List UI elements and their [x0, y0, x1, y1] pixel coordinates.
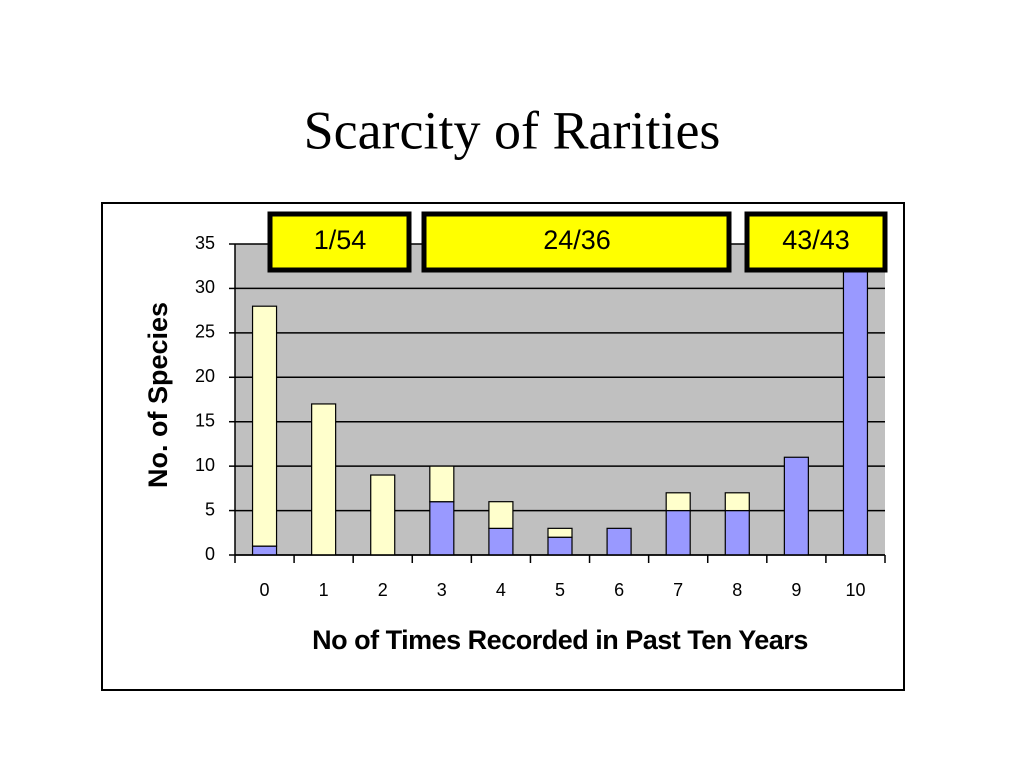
bar-segment — [429, 465, 455, 503]
bar-segment — [370, 474, 396, 555]
x-tick-label: 5 — [555, 580, 565, 600]
plot-area — [235, 244, 885, 555]
annotation: 1/54 — [314, 225, 367, 255]
x-tick-label: 0 — [260, 580, 270, 600]
x-tick-label: 7 — [673, 580, 683, 600]
bar-segment — [251, 545, 278, 555]
bar-segment — [665, 492, 691, 512]
bar-segment — [547, 536, 573, 555]
x-tick-label: 8 — [732, 580, 742, 600]
x-tick-label: 1 — [319, 580, 329, 600]
x-tick-label: 9 — [791, 580, 801, 600]
y-axis-label: No. of Species — [143, 302, 173, 488]
x-tick-label: 4 — [496, 580, 506, 600]
y-tick-label: 10 — [195, 455, 215, 475]
bar-segment — [488, 527, 514, 555]
bar-segment — [488, 501, 514, 529]
annotation: 24/36 — [543, 225, 611, 255]
bar-segment — [429, 501, 455, 555]
y-tick-label: 20 — [195, 366, 215, 386]
y-tick-label: 25 — [195, 322, 215, 342]
annotation-box — [267, 211, 412, 273]
x-tick-label: 6 — [614, 580, 624, 600]
bar-segment — [251, 305, 278, 547]
chart-title: Scarcity of Rarities — [304, 100, 721, 160]
bar-segment — [724, 509, 750, 555]
x-tick-label: 2 — [378, 580, 388, 600]
bar-segment — [547, 527, 573, 538]
bar-segment — [783, 456, 809, 555]
y-tick-label: 5 — [205, 499, 215, 519]
bar-segment — [842, 244, 869, 555]
bar-segment — [665, 509, 691, 555]
y-tick-label: 0 — [205, 544, 215, 564]
annotation-box — [421, 211, 732, 273]
annotation-box — [744, 211, 888, 273]
bar-segment — [606, 527, 632, 555]
bar-segment — [724, 492, 750, 512]
bar-segment — [311, 403, 337, 555]
y-tick-label: 30 — [195, 277, 215, 297]
x-tick-label: 3 — [437, 580, 447, 600]
y-tick-label: 15 — [195, 410, 215, 430]
y-tick-label: 35 — [195, 233, 215, 253]
annotation: 43/43 — [782, 225, 850, 255]
x-tick-label: 10 — [845, 580, 865, 600]
x-axis-label: No of Times Recorded in Past Ten Years — [312, 625, 808, 655]
